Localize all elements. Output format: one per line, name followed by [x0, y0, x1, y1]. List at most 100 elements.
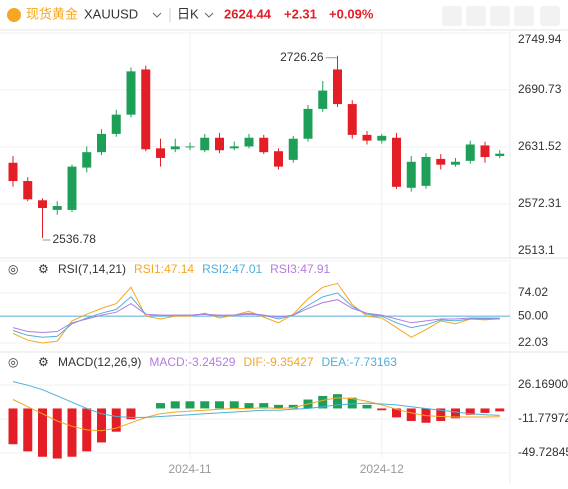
candle-body: [215, 137, 224, 151]
tool-button[interactable]: [540, 6, 560, 26]
macd-bar: [347, 397, 357, 409]
y-tick-label: -49.72845: [518, 445, 568, 459]
legend-name: RSI3: [270, 262, 297, 276]
macd-line: [12, 397, 500, 432]
tool-button[interactable]: [514, 6, 534, 26]
macd-bar: [392, 408, 401, 418]
legend-sep: :: [185, 355, 188, 369]
y-tick-label: 2690.73: [518, 82, 562, 96]
macd-bar: [170, 401, 180, 409]
candle-body: [347, 104, 357, 135]
legend-value: -3.24529: [188, 355, 236, 369]
y-tick-label: 2631.52: [518, 139, 562, 153]
macd-bar: [333, 394, 342, 409]
y-tick-label: 26.16900: [518, 377, 568, 391]
y-tick-label: 2513.1: [518, 243, 555, 257]
y-tick-label: 50.00: [518, 308, 548, 322]
legend-name: MACD: [149, 355, 185, 369]
candle-body: [377, 135, 387, 141]
legend-value: 47.01: [232, 262, 262, 276]
symbol-code[interactable]: XAUUSD: [84, 6, 138, 21]
y-tick-label: 22.03: [518, 335, 548, 349]
macd-bar: [97, 408, 106, 443]
macd-bar: [23, 408, 33, 452]
tool-button[interactable]: [490, 6, 510, 26]
candle-body: [288, 138, 298, 160]
legend-sep: :: [297, 262, 300, 276]
y-tick-label: 2572.31: [518, 196, 562, 210]
candle-body: [259, 137, 269, 153]
last-price: 2624.44: [224, 6, 272, 21]
tool-button[interactable]: [466, 6, 486, 26]
macd-bar: [67, 408, 77, 457]
candle-body: [170, 146, 180, 150]
macd-bar: [318, 395, 328, 409]
settings-icon: ◎: [8, 262, 18, 276]
legend-entry: RSI3:47.91: [270, 262, 330, 276]
macd-bar: [377, 408, 387, 411]
candle-body: [303, 108, 313, 139]
macd-line: [12, 381, 500, 418]
high-annotation: 2726.26: [280, 50, 324, 64]
y-tick-label: 74.02: [518, 285, 548, 299]
candle-body: [333, 69, 342, 105]
low-annotation: 2536.78: [53, 232, 97, 246]
candle-body: [421, 156, 431, 186]
settings-icon: ⚙: [38, 262, 49, 276]
candle-body: [67, 166, 77, 210]
indicator-name: MACD(12,26,9): [58, 355, 141, 369]
candle-body: [185, 146, 195, 148]
panel-title: MACD(12,26,9) MACD:-3.24529 DIF:-9.35427 DE…: [58, 355, 397, 369]
legend-entry: RSI1:47.14: [134, 262, 194, 276]
dropdown-icon[interactable]: [152, 12, 162, 18]
candle-body: [406, 161, 416, 188]
macd-bar: [244, 403, 254, 409]
symbol-name: 现货黄金: [26, 6, 78, 21]
header: 现货黄金 XAUUSD 日K 2624.44 +2.31 +0.09%: [7, 6, 560, 26]
candle-body: [111, 114, 121, 134]
legend-sep: :: [346, 355, 349, 369]
period[interactable]: 日K: [177, 6, 199, 21]
legend-name: RSI1: [134, 262, 161, 276]
x-tick-label: 2024-12: [360, 462, 404, 476]
candle-body: [392, 137, 401, 187]
macd-bar: [126, 408, 136, 420]
macd-bar: [156, 403, 165, 409]
candle-body: [97, 133, 106, 153]
legend-name: RSI2: [202, 262, 229, 276]
legend-entry: DIF:-9.35427: [243, 355, 313, 369]
macd-bar: [451, 408, 460, 419]
candle-body: [480, 145, 490, 157]
candle-body: [141, 69, 151, 150]
macd-bar: [259, 403, 269, 409]
tool-button[interactable]: [442, 6, 462, 26]
legend-name: DEA: [322, 355, 347, 369]
candle-body: [126, 71, 136, 115]
legend-value: 47.14: [164, 262, 194, 276]
x-tick-label: 2024-11: [168, 462, 211, 476]
symbol-icon: [7, 8, 21, 22]
candle-body: [465, 144, 475, 161]
macd-bar: [406, 408, 416, 421]
legend-name: DIF: [243, 355, 262, 369]
panel-title: RSI(7,14,21) RSI1:47.14 RSI2:47.01 RSI3:47.…: [58, 262, 331, 276]
dropdown-icon[interactable]: [204, 12, 214, 18]
candle-body: [23, 181, 33, 200]
legend-entry: RSI2:47.01: [202, 262, 262, 276]
macd-bar: [362, 404, 372, 409]
candle-body: [82, 152, 92, 168]
indicator-name: RSI(7,14,21): [58, 262, 126, 276]
macd-bar: [185, 401, 195, 409]
rsi-line: [12, 282, 500, 344]
macd-bar: [200, 401, 210, 409]
macd-bar: [8, 408, 18, 445]
candle-body: [244, 137, 254, 147]
legend-sep: :: [229, 262, 232, 276]
y-tick-label: -11.77972: [518, 411, 568, 425]
candle-body: [495, 153, 505, 157]
candle-body: [52, 206, 62, 210]
candle-body: [362, 134, 372, 141]
change-pct: +0.09%: [329, 6, 374, 21]
candle-body: [8, 162, 18, 182]
